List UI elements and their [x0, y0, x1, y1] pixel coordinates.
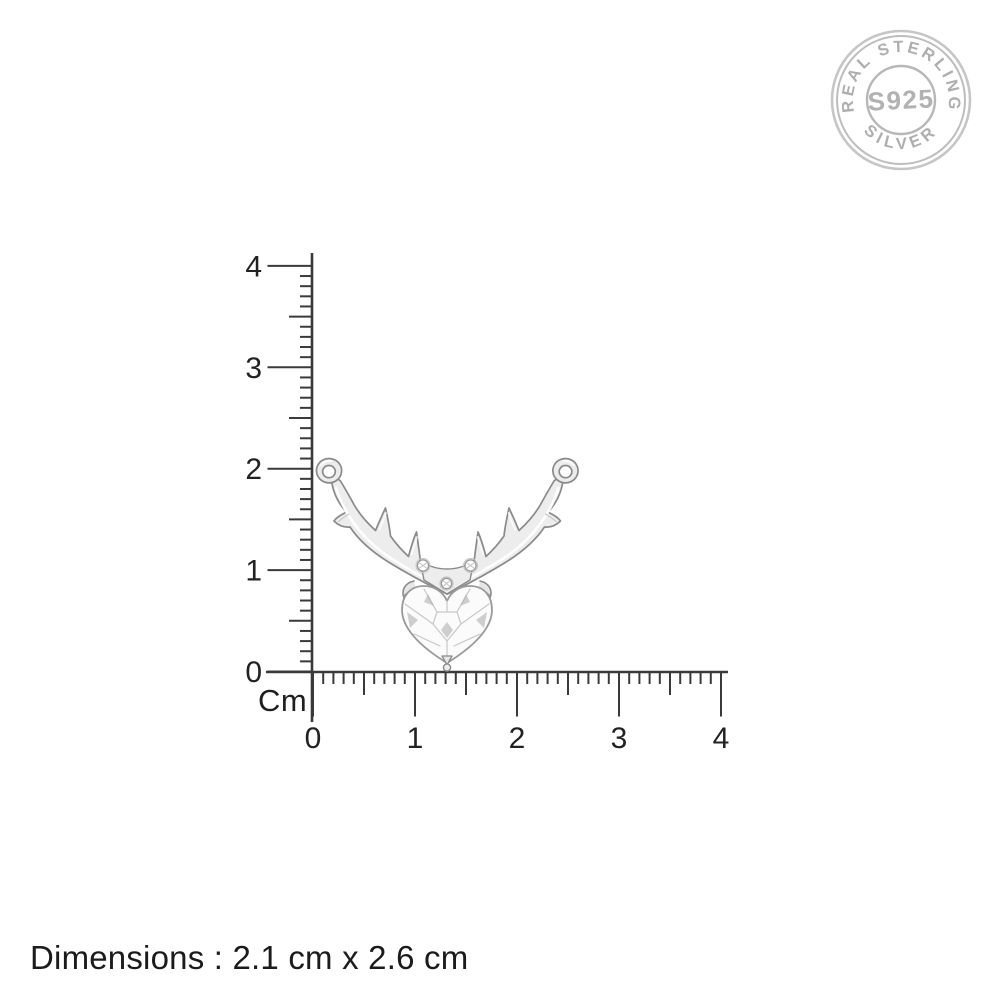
ruler-v-label-0: 0 — [245, 656, 262, 689]
ruler-v-label-4: 4 — [245, 250, 262, 283]
ruler-unit-label: Cm — [258, 683, 308, 718]
ruler-v-label-2: 2 — [245, 453, 262, 486]
ruler-v-label-1: 1 — [245, 555, 262, 588]
ruler-h-label-0: 0 — [305, 722, 322, 755]
ruler-h-label-2: 2 — [509, 722, 526, 755]
badge-inner-rim — [836, 35, 966, 165]
accent-stones — [415, 558, 478, 591]
ruler-h-label-4: 4 — [713, 722, 730, 755]
heart-stone — [401, 580, 493, 672]
badge-center-ring — [865, 64, 937, 136]
ruler-v-label-3: 3 — [245, 352, 262, 385]
dimensions-caption: Dimensions : 2.1 cm x 2.6 cm — [30, 939, 469, 976]
badge-center-text: S925 — [867, 83, 935, 116]
sterling-silver-badge: REAL STERLING SILVER S925 — [830, 29, 972, 171]
badge-outer-ring — [830, 29, 972, 171]
ruler: 0 1 2 3 4 0 1 2 3 4 — [245, 250, 729, 755]
pendant-illustration — [315, 457, 580, 672]
ruler-h-label-3: 3 — [611, 722, 628, 755]
ruler-h-label-1: 1 — [407, 722, 424, 755]
